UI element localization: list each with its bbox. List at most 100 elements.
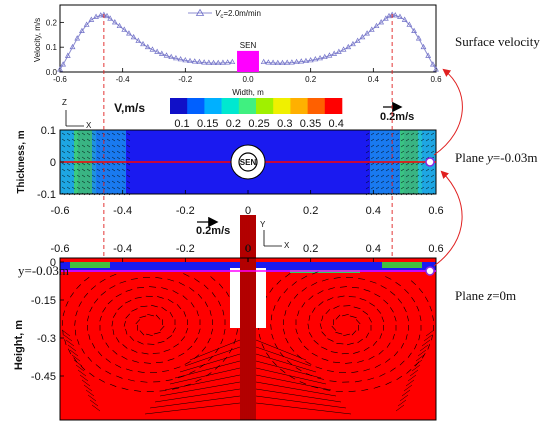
- plane-z-vector: [277, 296, 281, 302]
- plane-z-vector: [167, 298, 174, 303]
- plane-y-vector: [86, 180, 91, 184]
- plane-y-xtick-label: 0: [245, 205, 251, 217]
- series-point: [158, 50, 165, 56]
- series-point: [130, 33, 137, 40]
- plane-y-vector: [101, 156, 106, 160]
- plane-z-vector: [93, 298, 99, 304]
- plane-z-vector: [374, 364, 381, 368]
- plane-y-vector: [91, 156, 96, 160]
- plane-z-vector: [321, 346, 328, 350]
- plane-z-vector: [358, 278, 366, 280]
- plane-z-vector: [385, 381, 392, 385]
- plane-y-vector: [370, 138, 375, 142]
- plane-y-vector: [116, 168, 121, 172]
- plane-z-vector: [111, 320, 114, 327]
- series-point: [229, 58, 236, 65]
- plane-z-vector: [415, 354, 425, 362]
- plane-y-vector: [410, 132, 415, 136]
- plane-z-vector: [79, 374, 89, 382]
- plane-y-vector: [76, 168, 81, 172]
- label-plane-y: Plane y=-0.03m: [455, 150, 537, 165]
- plane-z-vector: [396, 375, 403, 380]
- plane-z-vector: [308, 295, 314, 301]
- plane-z-jet-line: [159, 381, 241, 397]
- plane-y-vector: [410, 174, 415, 178]
- plane-y-vector: [111, 132, 116, 136]
- plane-z-jet-line: [189, 339, 241, 361]
- plane-z-vector: [407, 374, 417, 382]
- plane-z-vector: [308, 332, 313, 338]
- plane-z-vector: [363, 368, 371, 372]
- plane-y-marker: [425, 157, 435, 167]
- plane-z-vector: [121, 356, 128, 360]
- plane-y-vector: [111, 144, 116, 148]
- plane-z-vector: [399, 394, 409, 402]
- plane-y-vector: [66, 174, 71, 178]
- plane-y-vector: [81, 156, 86, 160]
- plane-z-vector: [91, 404, 101, 412]
- plane-y-vector: [91, 186, 96, 190]
- series-point: [79, 27, 85, 34]
- plane-z-xtick-label: -0.4: [113, 243, 132, 255]
- label-plane-z: Plane z=0m: [455, 288, 516, 303]
- plane-z-vector: [291, 281, 297, 286]
- plane-z-vector: [95, 364, 101, 369]
- plane-y-vector: [126, 156, 131, 160]
- plane-y-vector: [121, 150, 126, 154]
- colorbar-cell: [256, 98, 274, 114]
- plane-z-ytick-label: -0.45: [31, 371, 56, 383]
- plane-y-vector: [405, 150, 410, 154]
- colorbar-cell: [170, 98, 188, 114]
- plane-y-vector: [121, 180, 126, 184]
- plane-y-vector: [420, 138, 425, 142]
- series-point: [260, 58, 267, 65]
- plane-y-vector: [126, 144, 131, 148]
- plane-z-vector: [233, 338, 237, 345]
- plane-z-vector: [89, 399, 99, 407]
- plane-y-vector: [111, 162, 116, 166]
- plane-z-vector: [109, 273, 117, 277]
- plane-z-vector: [361, 389, 369, 392]
- plane-y-vector: [420, 186, 425, 190]
- plane-y-vector: [405, 174, 410, 178]
- plane-y-axis-x: X: [86, 121, 92, 130]
- colorbar-label: 0.3: [277, 118, 292, 130]
- colorbar-cell: [290, 98, 308, 114]
- plane-y-vector: [415, 174, 420, 178]
- plane-z-vector: [287, 301, 292, 307]
- plane-y-vector: [66, 162, 71, 166]
- plane-z-vector: [116, 375, 123, 379]
- plane-z-vector: [343, 333, 350, 337]
- plane-y-vector: [385, 162, 390, 166]
- plane-z-vector: [403, 306, 407, 313]
- plane-z-jet-line: [255, 374, 332, 391]
- plane-z-vector: [305, 361, 312, 365]
- plane-z-vector: [318, 301, 324, 306]
- plane-y-vector: [370, 168, 375, 172]
- plane-z-vector: [210, 276, 216, 281]
- plane-z-vector: [130, 278, 138, 280]
- plane-y-vector: [86, 150, 91, 154]
- plane-y-vector: [400, 180, 405, 184]
- plane-y-vector: [76, 180, 81, 184]
- series-point: [74, 35, 81, 41]
- plane-z-jet-line: [255, 395, 347, 409]
- plane-z-ylabel: Height, m: [13, 320, 25, 370]
- series-point: [88, 16, 95, 22]
- plane-z-vector: [353, 351, 360, 354]
- plane-z-jet-line: [255, 339, 307, 361]
- plane-z-jet-line: [144, 402, 241, 415]
- plane-z-vector: [65, 301, 69, 307]
- plane-z-vector: [99, 278, 106, 283]
- plane-y-vector: [415, 132, 420, 136]
- chart-xtick-label: 0.2: [305, 75, 317, 84]
- plane-z-vector: [397, 399, 407, 407]
- plane-z-vector: [286, 360, 293, 365]
- plane-y-vector: [126, 150, 131, 154]
- plane-z-vector: [91, 343, 96, 349]
- plane-y-vector: [76, 156, 81, 160]
- plane-y-vector: [420, 174, 425, 178]
- plane-z-vector: [369, 302, 376, 307]
- plane-y-axes-glyph: Z X: [62, 98, 92, 130]
- plane-y-vector: [410, 186, 415, 190]
